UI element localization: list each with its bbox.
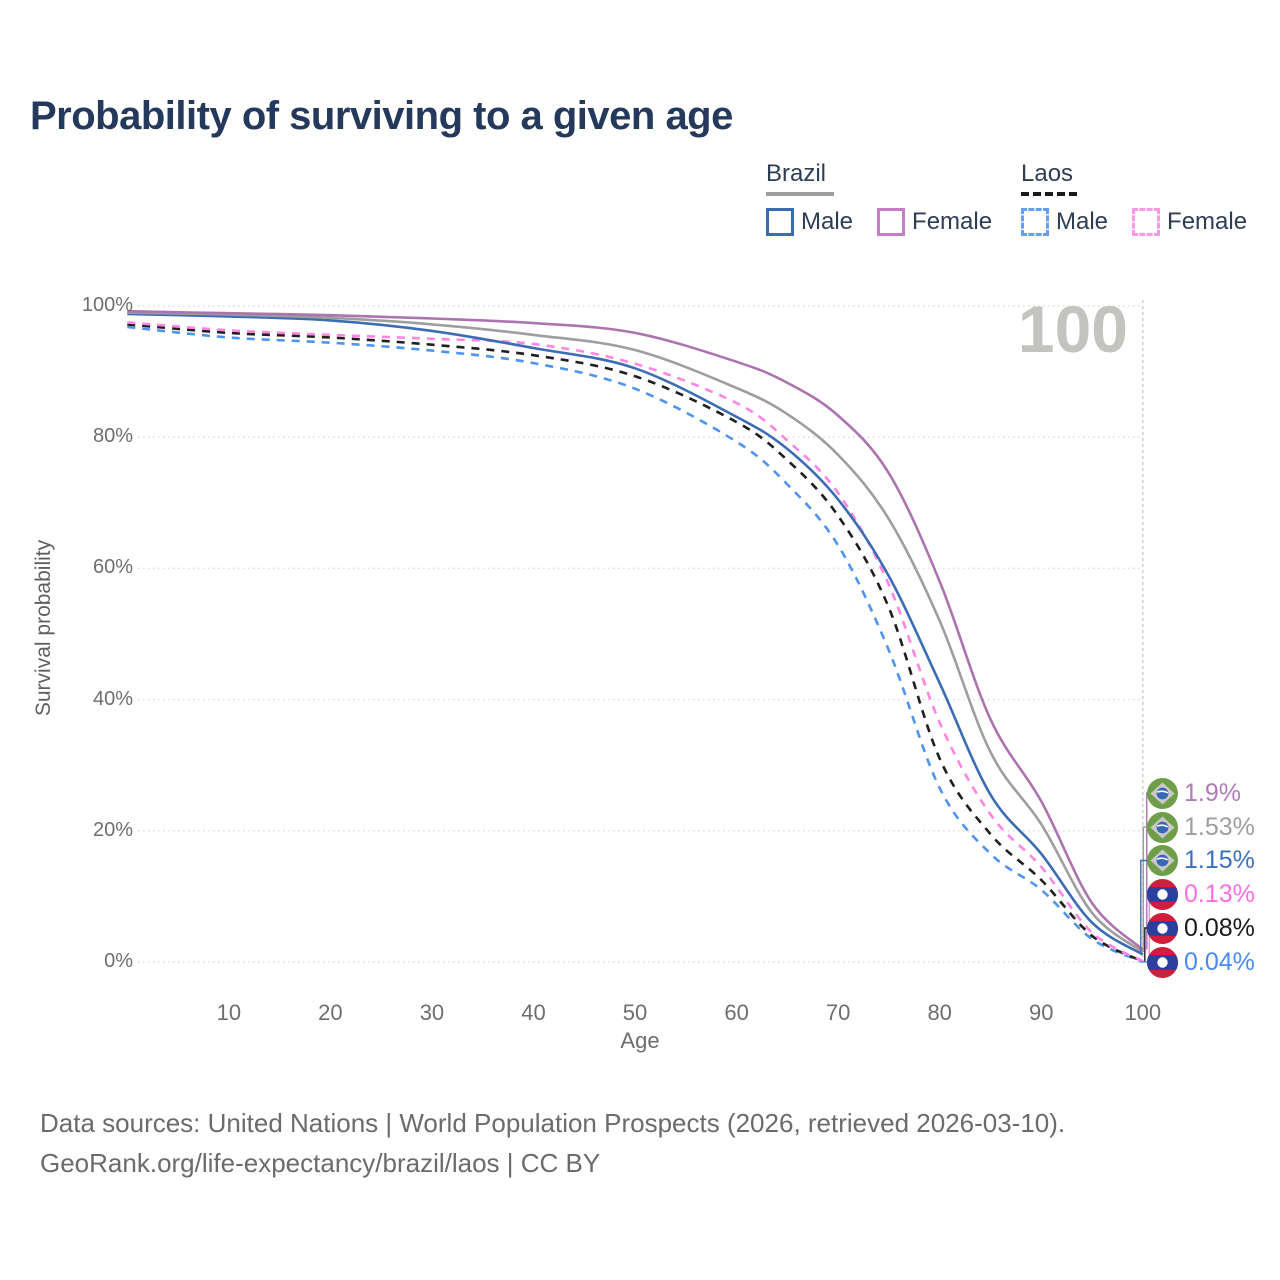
end-label-value: 0.04%: [1184, 947, 1255, 976]
x-tick-label: 20: [318, 1000, 343, 1025]
laos-flag-icon: [1147, 946, 1178, 978]
hover-age-watermark: 100: [1017, 292, 1128, 366]
legend-swatch-icon: [1021, 208, 1049, 236]
curve-laos-overall[interactable]: [127, 323, 1144, 963]
legend-item-brazil-female[interactable]: Female: [877, 208, 992, 236]
end-label-laos-male: 0.04%: [1147, 945, 1255, 979]
legend-item-label: Male: [1056, 208, 1109, 235]
x-tick-label: 50: [622, 1000, 648, 1025]
end-label-value: 1.9%: [1184, 778, 1241, 807]
y-tick-label: 80%: [92, 425, 133, 448]
end-label-value: 0.13%: [1184, 879, 1255, 908]
y-tick-label: 100%: [81, 294, 133, 316]
y-tick-label: 0%: [104, 950, 133, 972]
laos-flag-icon: [1147, 912, 1178, 944]
end-label-brazil-overall: 1.53%: [1147, 810, 1255, 844]
legend-country-label: Brazil: [766, 160, 827, 187]
legend-item-laos-female[interactable]: Female: [1132, 208, 1247, 236]
footer-license: GeoRank.org/life-expectancy/brazil/laos …: [40, 1148, 601, 1178]
chart-title: Probability of surviving to a given age: [30, 94, 733, 138]
x-tick-label: 70: [825, 1000, 851, 1025]
footer-sources: Data sources: United Nations | World Pop…: [40, 1108, 1066, 1138]
x-axis-title: Age: [620, 1028, 660, 1053]
laos-flag-icon: [1147, 878, 1178, 910]
legend-swatch-icon: [877, 208, 906, 236]
end-label-brazil-male: 1.15%: [1147, 844, 1255, 878]
curve-laos-female[interactable]: [127, 321, 1144, 963]
legend-swatch-icon: [1132, 208, 1161, 236]
curve-brazil-female[interactable]: [127, 309, 1144, 951]
legend-item-label: Female: [912, 208, 993, 235]
y-axis-title: Survival probability: [32, 539, 55, 717]
y-tick-label: 60%: [92, 556, 133, 579]
x-tick-label: 60: [724, 1000, 749, 1025]
y-tick-label: 40%: [92, 687, 133, 710]
end-label-laos-overall: 0.08%: [1147, 911, 1255, 945]
legend-country-linestyle: [1021, 192, 1077, 196]
legend-item-brazil-male[interactable]: Male: [766, 208, 853, 236]
x-tick-label: 30: [419, 1000, 445, 1025]
brazil-flag-icon: [1147, 811, 1178, 843]
legend-item-laos-male[interactable]: Male: [1021, 208, 1108, 236]
legend-group-brazil: Brazil Male Female: [766, 160, 1016, 236]
x-tick-label: 90: [1029, 1000, 1054, 1025]
legend-item-label: Female: [1167, 208, 1248, 235]
x-tick-label: 10: [216, 1000, 242, 1025]
legend-country-label: Laos: [1021, 160, 1074, 187]
legend-item-label: Male: [801, 208, 854, 235]
end-label-laos-female: 0.13%: [1147, 877, 1255, 911]
x-tick-label: 80: [927, 1000, 952, 1025]
end-label-value: 1.53%: [1184, 812, 1255, 841]
brazil-flag-icon: [1147, 777, 1178, 809]
end-label-value: 1.15%: [1184, 846, 1255, 874]
y-tick-label: 20%: [92, 818, 133, 841]
legend-country-linestyle: [766, 192, 834, 196]
curve-laos-male[interactable]: [127, 325, 1144, 963]
end-label-connector: [1140, 859, 1150, 955]
legend-group-laos: Laos Male Female: [1021, 160, 1271, 236]
legend-swatch-icon: [766, 208, 794, 236]
curve-brazil-male[interactable]: [127, 312, 1144, 956]
curve-brazil-overall[interactable]: [127, 311, 1144, 954]
x-tick-label: 100: [1124, 1000, 1162, 1025]
end-label-brazil-female: 1.9%: [1147, 776, 1241, 810]
brazil-flag-icon: [1147, 845, 1178, 876]
x-tick-label: 40: [521, 1000, 546, 1025]
end-label-value: 0.08%: [1184, 913, 1255, 942]
